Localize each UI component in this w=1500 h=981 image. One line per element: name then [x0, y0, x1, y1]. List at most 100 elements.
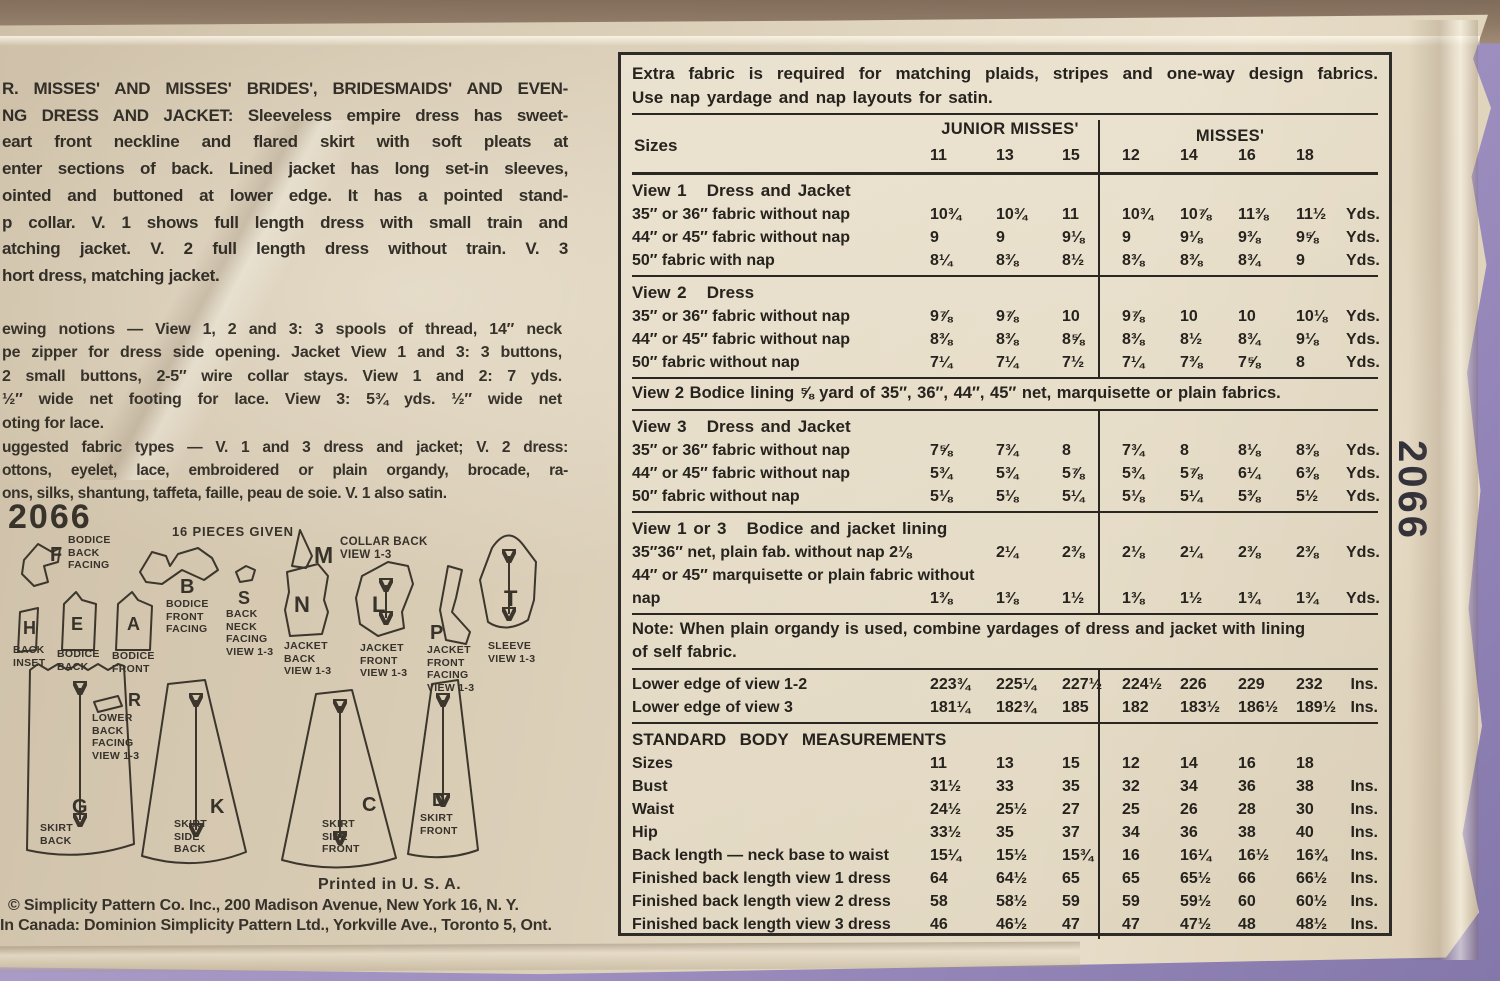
- row-label: Finished back length view 2 dress: [632, 892, 891, 910]
- piece-s-shape: [235, 565, 256, 583]
- unit-cell: Ins.: [1350, 698, 1378, 716]
- cell: 11½: [1296, 206, 1327, 223]
- cell: 15¼: [930, 846, 962, 864]
- cell: 37: [1062, 823, 1080, 841]
- cell: 7½: [1062, 354, 1085, 371]
- table-row: Hip 33½ 35 37 34 36 38 40 Ins.: [632, 817, 1378, 847]
- piece-caption: SLEEVE VIEW 1-3: [488, 640, 536, 665]
- cell: 34: [1180, 777, 1198, 795]
- divider: [632, 667, 1378, 670]
- cell: 5¾: [930, 464, 953, 482]
- cell: 12: [1122, 754, 1140, 772]
- piece-letter: T: [504, 586, 518, 611]
- cell: 5⅛: [930, 487, 953, 505]
- description-line: R. MISSES' AND MISSES' BRIDES', BRIDESMA…: [2, 79, 568, 98]
- cell: 7¾: [1122, 441, 1145, 459]
- yardage-table: Extra fabric is required for matching pl…: [618, 52, 1392, 939]
- unit-cell: Ins.: [1350, 915, 1378, 933]
- cell: 10: [1238, 308, 1256, 325]
- table-row: 35″ or 36″ fabric without nap 10¾ 10¾ 11…: [632, 200, 1380, 229]
- cell: 8: [1062, 441, 1071, 459]
- piece-letter: G: [72, 796, 88, 818]
- cell: 11: [930, 754, 947, 772]
- size-16: 16: [1238, 147, 1256, 164]
- cell: 9⅞: [1122, 308, 1145, 325]
- description-line: p collar. V. 1 shows full length dress w…: [2, 212, 568, 232]
- cell: 64½: [996, 869, 1028, 887]
- row-label: 50″ fabric without nap: [632, 354, 800, 371]
- cell: 66½: [1296, 869, 1328, 887]
- cell: 64: [930, 869, 948, 887]
- notions-line: ewing notions — View 1, 2 and 3: 3 spool…: [2, 321, 562, 338]
- table-note-row: of self fabric.: [632, 643, 737, 661]
- sizes-label: Sizes: [634, 136, 678, 155]
- piece-caption: LOWER BACK FACING VIEW 1-3: [92, 712, 140, 762]
- piece-e-shape: [61, 591, 97, 651]
- cell: 48½: [1296, 915, 1328, 933]
- piece-caption: BODICE FRONT FACING: [166, 598, 209, 635]
- cell: 1⅜: [996, 589, 1019, 607]
- piece-letter: P: [430, 622, 444, 644]
- cell: 9⅛: [1062, 229, 1085, 246]
- note-line: Use nap yardage and nap layouts for sati…: [632, 88, 993, 107]
- cell: 11⅜: [1238, 206, 1269, 223]
- table-row: 44″ or 45″ fabric without nap 8⅜ 8⅜ 8⅝ 8…: [632, 325, 1380, 354]
- pattern-number-vertical: 2066: [1390, 440, 1434, 541]
- cell: 9: [930, 229, 939, 246]
- cell: 65½: [1180, 869, 1212, 887]
- table-section-title: View 1 or 3 Bodice and jacket lining: [632, 512, 1378, 544]
- piece-k-shape: [141, 679, 247, 865]
- cell: 9⅜: [1238, 229, 1261, 246]
- cell: 16: [1238, 754, 1256, 772]
- notions-line: oting for lace.: [2, 414, 104, 432]
- divider: [632, 408, 1378, 411]
- table-row: Sizes 11 13 15 12 14 16 18: [632, 748, 1378, 778]
- table-row: 44″ or 45″ fabric without nap 9 9 9⅛ 9 9…: [632, 223, 1380, 252]
- piece-h-shape: [17, 607, 39, 653]
- cell: 1⅜: [930, 589, 953, 607]
- cell: 232: [1296, 675, 1323, 693]
- divider: [632, 275, 1378, 277]
- row-label: Sizes: [632, 754, 673, 772]
- cell: 9⅛: [1180, 229, 1203, 246]
- piece-f-shape: [21, 543, 61, 587]
- cell: 1¾: [1296, 589, 1319, 607]
- cell: 9⅞: [930, 308, 953, 325]
- table-row: nap 1⅜ 1⅜ 1½ 1⅜ 1½ 1¾ 1¾ Yds.: [632, 583, 1380, 613]
- table-row: Finished back length view 1 dress 64 64½…: [632, 863, 1378, 893]
- cell: 26: [1180, 800, 1198, 818]
- cell: 25½: [996, 800, 1028, 818]
- cell: 229: [1238, 675, 1265, 693]
- cell: 8⅜: [1180, 252, 1203, 269]
- cell: 35: [1062, 777, 1080, 795]
- row-label: 35″ or 36″ fabric without nap: [632, 441, 851, 459]
- table-section-title: View 3 Dress and Jacket: [632, 410, 1378, 442]
- cell: 15¾: [1062, 846, 1094, 864]
- table-row: Back length — neck base to waist 15¼ 15½…: [632, 840, 1378, 870]
- table-row: Lower edge of view 1-2 223¾ 225¼ 227½ 22…: [632, 669, 1378, 699]
- piece-caption: BODICE FRONT: [112, 650, 155, 675]
- piece-caption: JACKET BACK VIEW 1-3: [284, 640, 332, 677]
- cell: 25: [1122, 800, 1140, 818]
- printed-in-usa: Printed in U. S. A.: [318, 876, 462, 893]
- cell: 5¾: [1122, 464, 1145, 482]
- piece-letter: A: [127, 614, 140, 634]
- size-18: 18: [1296, 147, 1314, 164]
- cell: 8¾: [1238, 331, 1261, 348]
- cell: 5¾: [996, 464, 1019, 482]
- cell: 15: [1062, 754, 1080, 772]
- cell: 7¾: [996, 441, 1019, 459]
- size-12: 12: [1122, 147, 1140, 164]
- size-14: 14: [1180, 147, 1198, 164]
- cell: 11: [1062, 206, 1079, 223]
- cell: 7⅜: [1180, 354, 1203, 371]
- table-row: 35″ or 36″ fabric without nap 7⅝ 7¾ 8 7¾…: [632, 435, 1380, 465]
- cell: 60: [1238, 892, 1256, 910]
- unit-cell: Ins.: [1350, 892, 1378, 910]
- piece-letter: B: [180, 576, 195, 598]
- piece-c-shape: [281, 689, 397, 869]
- piece-caption: SKIRT SIDE FRONT: [322, 818, 360, 855]
- cell: 226: [1180, 675, 1207, 693]
- piece-letter: M: [314, 542, 334, 568]
